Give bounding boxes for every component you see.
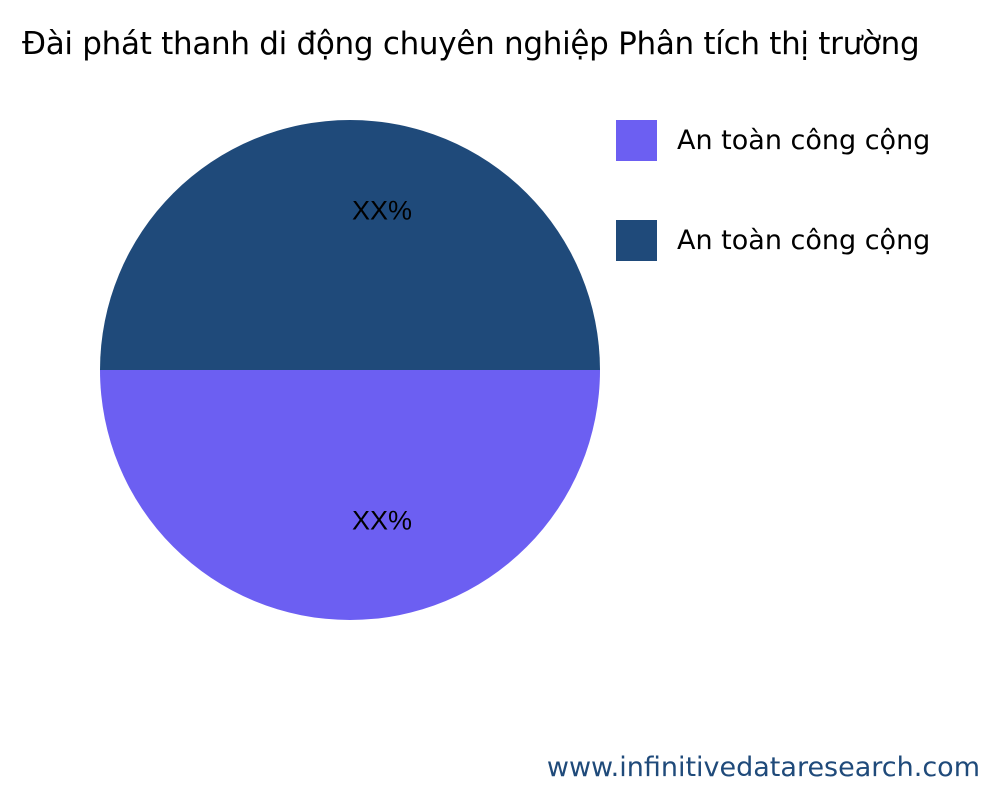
legend-swatch — [616, 120, 657, 161]
legend-label: An toàn công cộng — [677, 225, 931, 256]
slice-label: XX% — [352, 506, 412, 536]
pie-slice — [100, 370, 600, 620]
footer-website: www.infinitivedataresearch.com — [546, 752, 980, 783]
legend-label: An toàn công cộng — [677, 125, 931, 156]
slice-label: XX% — [352, 196, 412, 226]
legend-swatch — [616, 220, 657, 261]
legend-item: An toàn công cộng — [616, 120, 930, 161]
chart-title: Đài phát thanh di động chuyên nghiệp Phâ… — [22, 26, 920, 62]
pie-slice — [100, 120, 600, 370]
legend-item: An toàn công cộng — [616, 220, 930, 261]
